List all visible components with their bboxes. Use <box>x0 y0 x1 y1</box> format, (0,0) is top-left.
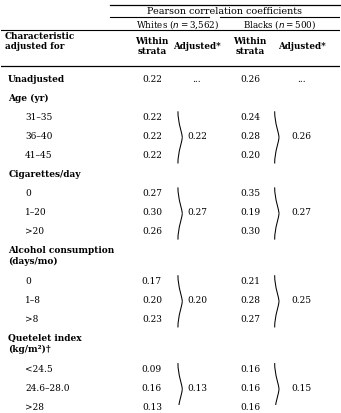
Text: ...: ... <box>297 75 306 84</box>
Text: Adjusted*: Adjusted* <box>173 42 221 51</box>
Text: 0.13: 0.13 <box>187 383 207 392</box>
Text: <24.5: <24.5 <box>25 364 53 373</box>
Text: Alcohol consumption
(days/mo): Alcohol consumption (days/mo) <box>8 246 114 265</box>
Text: Characteristic
adjusted for: Characteristic adjusted for <box>5 32 75 51</box>
Text: 0.16: 0.16 <box>240 364 260 373</box>
Text: Within
strata: Within strata <box>135 37 168 56</box>
Text: 0.13: 0.13 <box>142 402 162 411</box>
Text: 0.26: 0.26 <box>292 132 312 141</box>
Text: 0.09: 0.09 <box>142 364 162 373</box>
Text: 0.27: 0.27 <box>187 208 207 217</box>
Text: Whites ($n$ = 3,562): Whites ($n$ = 3,562) <box>136 18 219 31</box>
Text: 0.25: 0.25 <box>292 295 312 304</box>
Text: >20: >20 <box>25 227 44 236</box>
Text: Within
strata: Within strata <box>233 37 267 56</box>
Text: ...: ... <box>193 75 201 84</box>
Text: 0.16: 0.16 <box>240 402 260 411</box>
Text: 0.22: 0.22 <box>187 132 207 141</box>
Text: Adjusted*: Adjusted* <box>278 42 326 51</box>
Text: 0.19: 0.19 <box>240 208 260 217</box>
Text: 0.30: 0.30 <box>240 227 260 236</box>
Text: Cigarettes/day: Cigarettes/day <box>8 170 81 179</box>
Text: 0.28: 0.28 <box>240 295 260 304</box>
Text: 0.16: 0.16 <box>142 383 162 392</box>
Text: Pearson correlation coefficients: Pearson correlation coefficients <box>147 7 302 17</box>
Text: 0.22: 0.22 <box>142 113 162 122</box>
Text: 0.15: 0.15 <box>292 383 312 392</box>
Text: 0.21: 0.21 <box>240 276 260 285</box>
Text: 0.20: 0.20 <box>240 151 260 160</box>
Text: Blacks ($n$ = 500): Blacks ($n$ = 500) <box>243 18 316 31</box>
Text: 0.23: 0.23 <box>142 314 162 323</box>
Text: 41–45: 41–45 <box>25 151 53 160</box>
Text: 0.22: 0.22 <box>142 132 162 141</box>
Text: 0.16: 0.16 <box>240 383 260 392</box>
Text: 0.17: 0.17 <box>142 276 162 285</box>
Text: 0.20: 0.20 <box>142 295 162 304</box>
Text: 0.22: 0.22 <box>142 151 162 160</box>
Text: >8: >8 <box>25 314 39 323</box>
Text: 0.24: 0.24 <box>240 113 260 122</box>
Text: 0: 0 <box>25 276 31 285</box>
Text: 0.26: 0.26 <box>240 75 260 84</box>
Text: 31–35: 31–35 <box>25 113 53 122</box>
Text: 1–8: 1–8 <box>25 295 41 304</box>
Text: 0.20: 0.20 <box>187 295 207 304</box>
Text: 0.27: 0.27 <box>240 314 260 323</box>
Text: 0.22: 0.22 <box>142 75 162 84</box>
Text: 0.27: 0.27 <box>292 208 312 217</box>
Text: 1–20: 1–20 <box>25 208 47 217</box>
Text: 36–40: 36–40 <box>25 132 53 141</box>
Text: >28: >28 <box>25 402 44 411</box>
Text: Quetelet index
(kg/m²)†: Quetelet index (kg/m²)† <box>8 333 82 353</box>
Text: 0.35: 0.35 <box>240 189 260 198</box>
Text: Age (yr): Age (yr) <box>8 94 49 103</box>
Text: 0.26: 0.26 <box>142 227 162 236</box>
Text: 24.6–28.0: 24.6–28.0 <box>25 383 70 392</box>
Text: Unadjusted: Unadjusted <box>8 75 65 84</box>
Text: 0.30: 0.30 <box>142 208 162 217</box>
Text: 0.28: 0.28 <box>240 132 260 141</box>
Text: 0.27: 0.27 <box>142 189 162 198</box>
Text: 0: 0 <box>25 189 31 198</box>
